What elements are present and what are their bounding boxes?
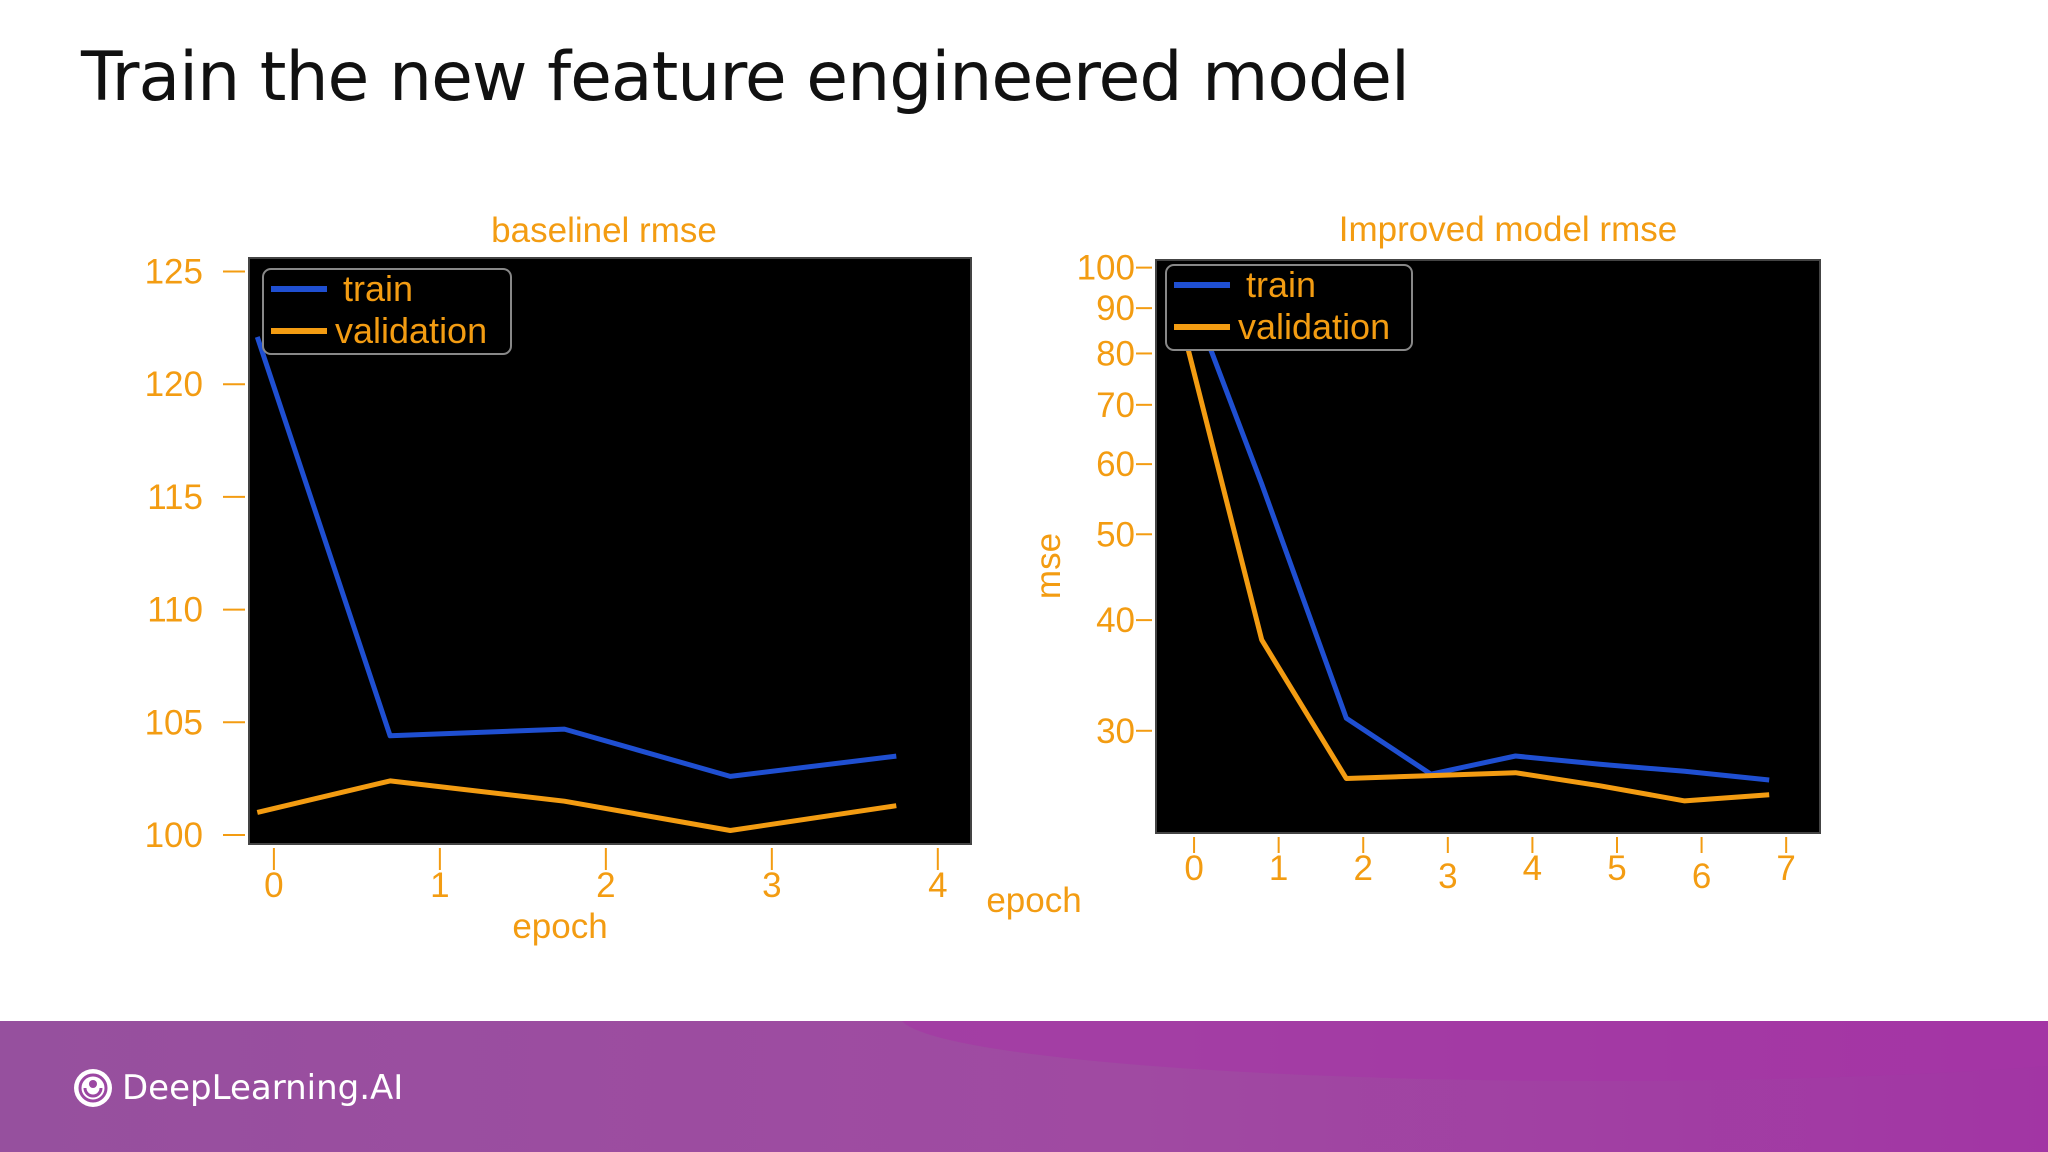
chart-1-y-tick-label: 100 [1077,249,1135,288]
slide-title: Train the new feature engineered model [81,38,1410,117]
chart-1-legend-label-validation: validation [1238,306,1390,347]
chart-1-x-tick-label: 3 [1438,857,1457,896]
chart-1-x-tick-label: 7 [1776,849,1795,888]
chart-1-x-tick-label: 5 [1607,849,1626,888]
chart-1-x-tick-label: 4 [1523,849,1542,888]
chart-0-y-tick-label: 125 [145,253,203,292]
chart-0-y-tick-label: 115 [147,478,203,517]
chart-1-title: Improved model rmse [1339,210,1677,249]
chart-0-x-tick-label: 3 [762,866,781,905]
deeplearning-ai-logo-icon [74,1069,112,1107]
chart-0-title: baselinel rmse [491,211,717,250]
chart-0-x-tick-label: 4 [928,866,947,905]
chart-1-y-tick-label: 90 [1096,289,1135,328]
chart-0-y-tick-label: 120 [145,365,203,404]
chart-0-legend-label-train: train [343,268,413,309]
chart-0-x-tick-label: 2 [596,866,615,905]
chart-1-legend-label-train: train [1246,264,1316,305]
chart-1-y-tick-label: 30 [1096,712,1135,751]
chart-0-y-tick-label: 110 [147,591,203,630]
chart-1-y-tick-label: 60 [1096,445,1135,484]
chart-0-y-tick-label: 105 [145,703,203,742]
chart-1-x-axis-label: epoch [986,881,1081,920]
brand-name: DeepLearning.AI [122,1068,404,1108]
chart-1-series-validation-line [1183,338,1770,804]
chart-0-series-train-line [254,336,897,779]
chart-0-y-tick-label: 100 [145,816,203,855]
chart-1-x-tick-label: 2 [1354,849,1373,888]
chart-0-series-validation-line [256,778,897,833]
chart-1-x-tick-label: 0 [1184,849,1203,888]
chart-1-series-train-line [1195,315,1770,783]
chart-1-x-tick-label: 6 [1692,857,1711,896]
chart-1-y-axis-label: mse [1029,533,1068,599]
chart-1-x-tick-label: 1 [1269,849,1288,888]
chart-1-y-tick-label: 50 [1096,515,1135,554]
chart-0-x-tick-label: 0 [264,866,283,905]
footer-banner: DeepLearning.AI [0,1021,2048,1152]
chart-1-y-tick-label: 80 [1096,334,1135,373]
chart-0-x-axis-label: epoch [512,907,607,946]
chart-1-y-tick-label: 70 [1096,386,1135,425]
chart-0-x-tick-label: 1 [430,866,449,905]
chart-1-plot-area [1155,259,1821,834]
chart-0-legend-label-validation: validation [335,310,487,351]
brand: DeepLearning.AI [72,1067,403,1109]
chart-0-plot-area [248,257,972,845]
chart-1-y-tick-label: 40 [1096,601,1135,640]
footer-wave-decoration [900,1021,2048,1081]
